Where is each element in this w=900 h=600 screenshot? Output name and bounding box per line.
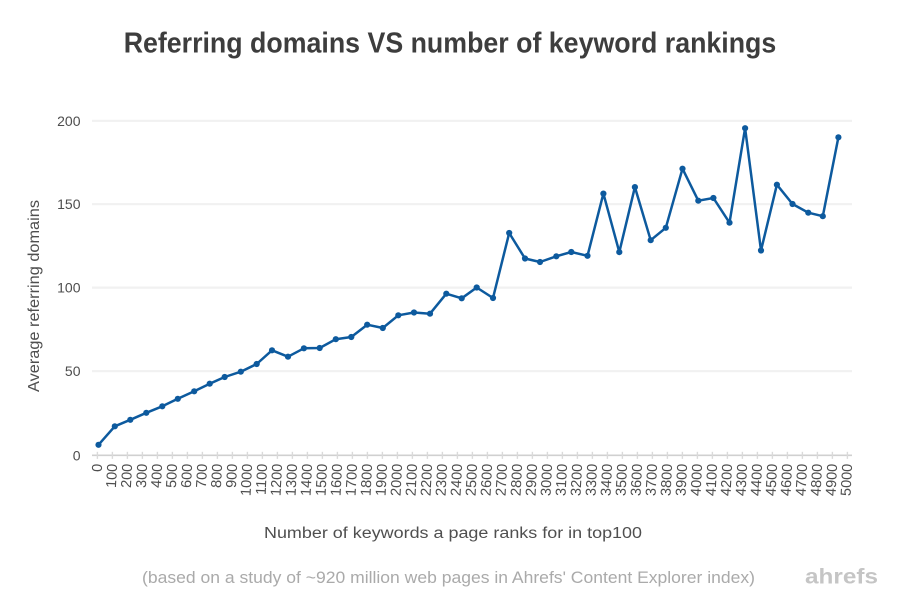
- svg-text:300: 300: [134, 463, 151, 488]
- svg-text:2300: 2300: [434, 463, 452, 496]
- svg-text:2800: 2800: [509, 463, 527, 496]
- svg-text:Number of keywords a page rank: Number of keywords a page ranks for in t…: [264, 525, 642, 542]
- svg-text:2900: 2900: [524, 463, 542, 496]
- svg-text:1100: 1100: [254, 463, 272, 495]
- svg-text:3300: 3300: [584, 463, 602, 496]
- svg-text:700: 700: [194, 463, 211, 488]
- svg-text:2100: 2100: [404, 463, 422, 496]
- svg-text:2500: 2500: [464, 463, 482, 496]
- svg-text:3000: 3000: [539, 463, 557, 496]
- svg-text:150: 150: [57, 196, 81, 212]
- svg-text:100: 100: [57, 280, 81, 296]
- svg-text:900: 900: [224, 463, 241, 488]
- svg-text:Average referring domains: Average referring domains: [26, 200, 43, 392]
- svg-text:ahrefs: ahrefs: [805, 566, 878, 589]
- svg-text:1000: 1000: [239, 463, 257, 496]
- svg-text:1500: 1500: [314, 463, 332, 496]
- svg-text:4600: 4600: [779, 463, 797, 496]
- svg-text:3900: 3900: [674, 463, 692, 496]
- svg-text:200: 200: [119, 463, 136, 488]
- svg-text:3600: 3600: [629, 463, 647, 496]
- svg-text:4000: 4000: [689, 463, 707, 496]
- svg-text:1300: 1300: [284, 463, 302, 496]
- svg-text:4500: 4500: [764, 463, 782, 496]
- svg-text:1900: 1900: [374, 463, 392, 496]
- svg-text:1200: 1200: [269, 463, 287, 496]
- svg-text:2700: 2700: [494, 463, 512, 496]
- svg-text:3400: 3400: [599, 463, 617, 496]
- svg-text:3200: 3200: [569, 463, 587, 496]
- svg-text:2000: 2000: [389, 463, 407, 496]
- svg-text:3500: 3500: [614, 463, 632, 496]
- svg-text:4200: 4200: [719, 463, 737, 496]
- svg-text:4800: 4800: [809, 463, 827, 496]
- svg-text:2400: 2400: [449, 463, 467, 496]
- svg-text:4700: 4700: [794, 463, 812, 496]
- svg-text:0: 0: [73, 447, 81, 463]
- svg-text:5000: 5000: [839, 463, 857, 496]
- svg-text:600: 600: [179, 463, 196, 488]
- svg-text:3100: 3100: [554, 463, 572, 496]
- svg-text:4300: 4300: [734, 463, 752, 496]
- svg-text:1700: 1700: [344, 463, 362, 496]
- svg-text:(based on a study of ~920 mill: (based on a study of ~920 million web pa…: [142, 569, 755, 587]
- svg-text:1600: 1600: [329, 463, 347, 496]
- svg-text:2200: 2200: [419, 463, 437, 496]
- svg-text:500: 500: [164, 463, 181, 488]
- svg-text:2600: 2600: [479, 463, 497, 496]
- svg-text:800: 800: [209, 463, 226, 488]
- svg-text:0: 0: [90, 463, 106, 472]
- svg-text:1800: 1800: [359, 463, 377, 496]
- svg-text:100: 100: [104, 463, 121, 488]
- svg-text:1400: 1400: [299, 463, 317, 496]
- svg-text:400: 400: [149, 463, 166, 488]
- svg-text:200: 200: [57, 113, 81, 129]
- svg-text:4400: 4400: [749, 463, 767, 496]
- svg-text:Referring domains VS number of: Referring domains VS number of keyword r…: [124, 28, 777, 60]
- svg-text:3800: 3800: [659, 463, 677, 496]
- svg-text:4100: 4100: [704, 463, 722, 496]
- svg-text:3700: 3700: [644, 463, 662, 496]
- svg-text:50: 50: [65, 363, 81, 379]
- svg-text:4900: 4900: [824, 463, 842, 496]
